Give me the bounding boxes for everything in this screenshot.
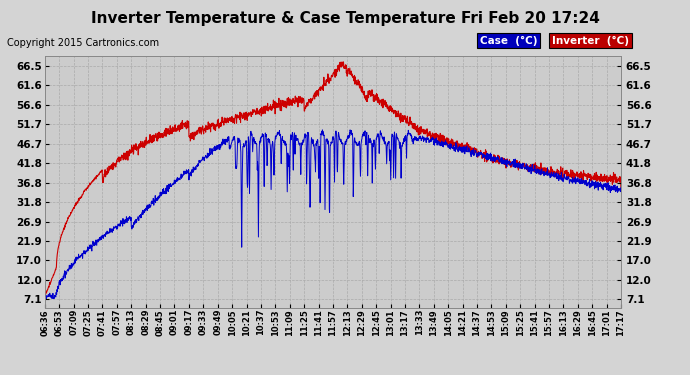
Text: Copyright 2015 Cartronics.com: Copyright 2015 Cartronics.com <box>7 38 159 48</box>
Text: Case  (°C): Case (°C) <box>480 36 537 46</box>
Text: Inverter  (°C): Inverter (°C) <box>552 36 629 46</box>
Text: Inverter Temperature & Case Temperature Fri Feb 20 17:24: Inverter Temperature & Case Temperature … <box>90 11 600 26</box>
